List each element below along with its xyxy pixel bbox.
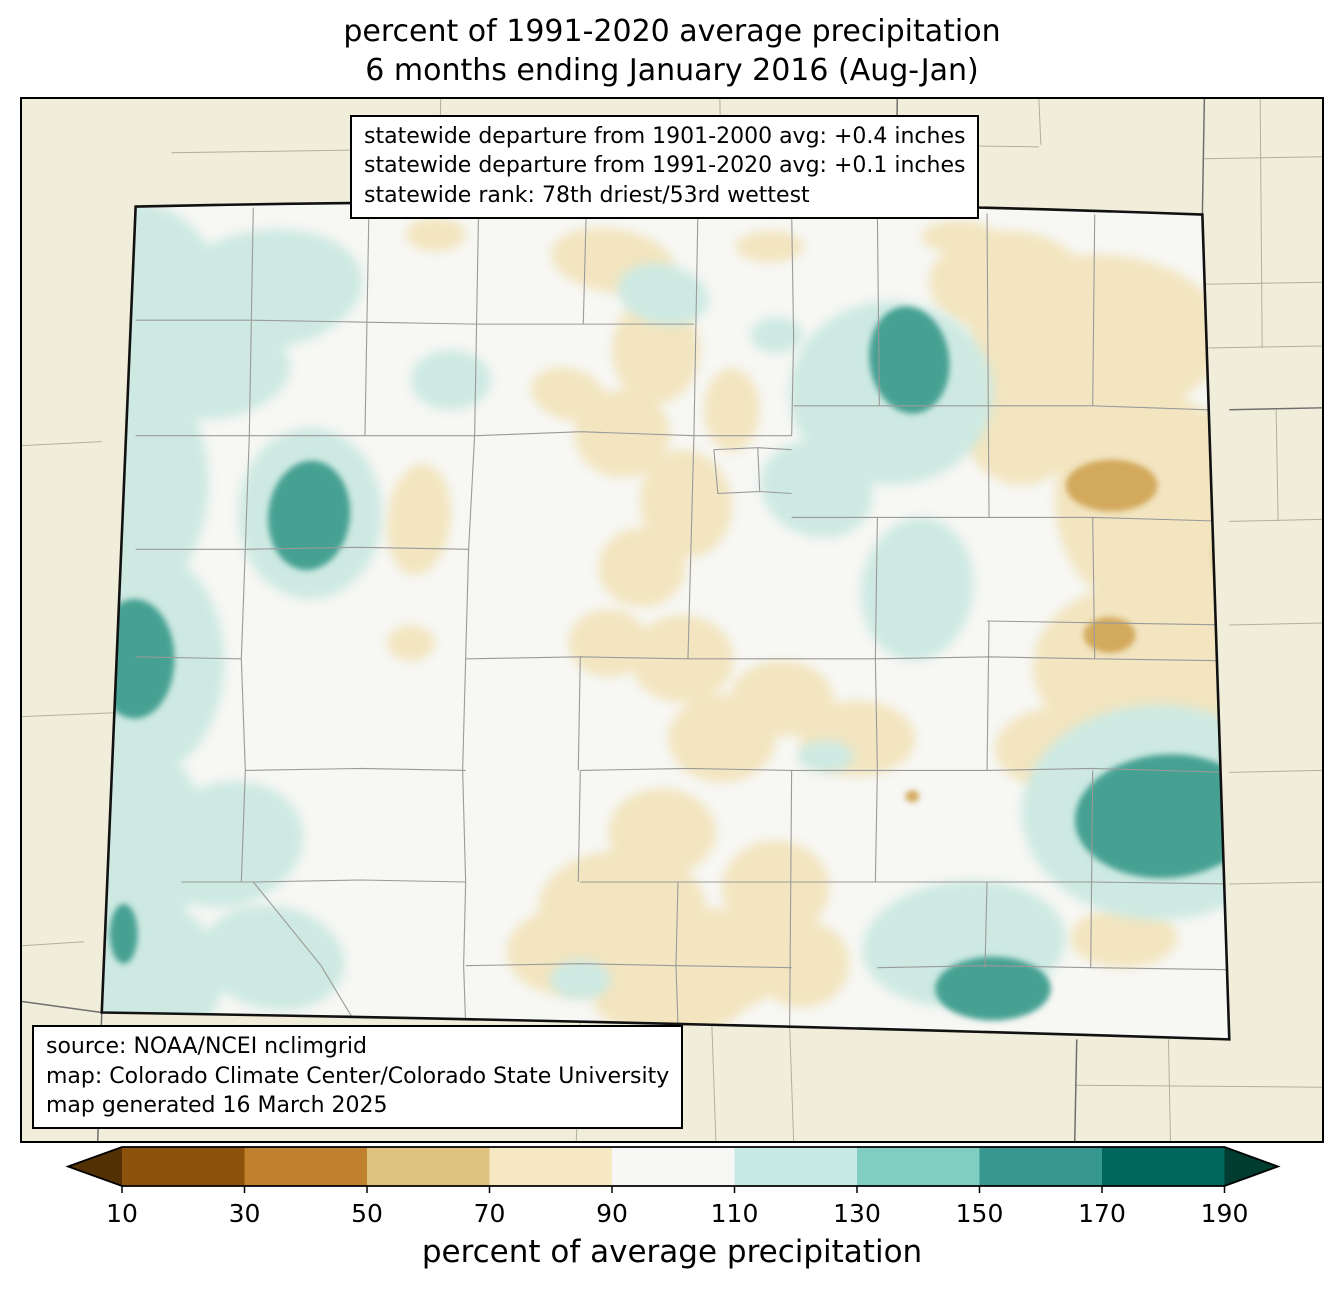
colorbar-tick-label: 190 <box>1201 1199 1249 1228</box>
colorbar-segment <box>244 1147 368 1186</box>
source-line-2: map: Colorado Climate Center/Colorado St… <box>46 1063 670 1089</box>
colorbar-axis-label: percent of average precipitation <box>421 1234 923 1270</box>
statewide-stats-box: statewide departure from 1901-2000 avg: … <box>350 115 980 219</box>
source-line-3: map generated 16 March 2025 <box>46 1092 388 1118</box>
source-attribution-box: source: NOAA/NCEI nclimgrid map: Colorad… <box>32 1025 684 1129</box>
colorbar: 10 30 50 70 90 110 130 150 170 190 <box>65 1146 1281 1228</box>
colorbar-segment <box>979 1147 1103 1186</box>
source-line-1: source: NOAA/NCEI nclimgrid <box>46 1034 367 1060</box>
colorbar-tick-label: 70 <box>474 1199 506 1228</box>
colorbar-tick-label: 10 <box>106 1199 138 1228</box>
colorbar-tick-label: 130 <box>833 1199 881 1228</box>
colorbar-right-arrow <box>1224 1147 1278 1186</box>
colorbar-segment <box>612 1147 736 1186</box>
map-frame: statewide departure from 1901-2000 avg: … <box>20 97 1324 1143</box>
colorbar-segment <box>367 1147 491 1186</box>
stats-line-2: statewide departure from 1991-2020 avg: … <box>364 153 966 179</box>
colorado-precipitation-map <box>22 99 1322 1141</box>
colorbar-tick-label: 90 <box>596 1199 628 1228</box>
colorbar-left-arrow <box>68 1147 122 1186</box>
colorbar-segment <box>857 1147 981 1186</box>
title-line-1: percent of 1991-2020 average precipitati… <box>343 14 1001 49</box>
colorbar-segment <box>122 1147 246 1186</box>
colorbar-segment <box>489 1147 613 1186</box>
county-borders <box>135 207 1230 1026</box>
colorbar-segment <box>1102 1147 1226 1186</box>
colorbar-tick-label: 30 <box>229 1199 261 1228</box>
stats-line-1: statewide departure from 1901-2000 avg: … <box>364 124 966 149</box>
colorbar-tick-label: 110 <box>711 1199 759 1228</box>
title-line-2: 6 months ending January 2016 (Aug-Jan) <box>365 53 979 88</box>
colorbar-tick-label: 50 <box>351 1199 383 1228</box>
stats-line-3: statewide rank: 78th driest/53rd wettest <box>364 182 810 208</box>
colorbar-tick-label: 170 <box>1078 1199 1126 1228</box>
page-title: percent of 1991-2020 average precipitati… <box>0 12 1344 90</box>
colorbar-segment <box>734 1147 858 1186</box>
colorbar-tick-label: 150 <box>956 1199 1004 1228</box>
